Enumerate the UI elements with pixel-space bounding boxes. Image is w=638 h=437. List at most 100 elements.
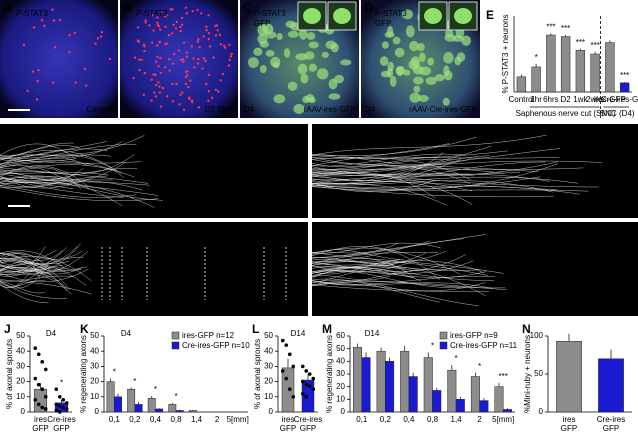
scale-mark: 2: [284, 235, 289, 244]
panel-text: rAAV-ires-GFP: [252, 205, 304, 214]
axon: [311, 154, 470, 165]
stat3-dot: [196, 40, 200, 43]
stat3-dot: [164, 66, 167, 69]
gfp-cell: [452, 35, 464, 42]
x-tick-label: 0,8: [170, 415, 182, 424]
axon: [311, 184, 580, 195]
y-tick-label: 30: [264, 362, 273, 371]
y-tick-label: 0: [539, 407, 544, 416]
data-point: [304, 395, 309, 399]
axon: [311, 183, 447, 206]
data-point: [311, 376, 316, 381]
axon: [311, 185, 554, 198]
axon: [0, 141, 107, 160]
bar: [605, 42, 615, 93]
x-tick-label: ires GFP: [280, 415, 296, 433]
stat3-dot: [196, 8, 199, 12]
stat3-dot: [182, 41, 186, 44]
axon: [311, 143, 450, 167]
axon: [311, 260, 488, 276]
axon: [0, 279, 92, 295]
stat3-dot: [58, 18, 62, 22]
gfp-cell: [413, 76, 424, 85]
stat3-dot: [223, 44, 226, 47]
axon: [311, 161, 558, 185]
y-tick-label: 20: [90, 377, 99, 386]
stat3-dot: [52, 19, 56, 22]
stat3-dot: [221, 72, 225, 76]
stat3-dot: [174, 27, 178, 30]
gfp-cell: [396, 66, 404, 77]
stat3-dot: [36, 79, 39, 83]
y-tick-label: 20: [264, 377, 273, 386]
stat3-dot: [178, 103, 181, 106]
data-point: [43, 407, 48, 411]
gfp-cell: [308, 63, 317, 72]
y-tick-label: 0: [95, 407, 100, 416]
y-tick-label: 50: [264, 331, 273, 340]
y-axis-label: % of axonal sprouts: [253, 339, 262, 409]
stat3-dot: [184, 82, 188, 86]
stat3-dot: [26, 89, 29, 92]
axon: [0, 250, 63, 261]
x-tick-label: 0,2: [129, 415, 141, 424]
stat3-dot: [190, 45, 194, 48]
panel-label: D: [364, 1, 373, 15]
panel-text: D14: [619, 127, 634, 136]
stat3-dot: [180, 16, 184, 20]
stat3-dot: [196, 62, 200, 65]
significance: ***: [546, 23, 555, 32]
axon: [0, 269, 67, 292]
stat3-dot: [94, 42, 97, 45]
stat3-dot: [68, 51, 71, 54]
bar: [479, 400, 489, 413]
axon: [0, 186, 158, 202]
gfp-cell: [300, 73, 309, 84]
stat3-dot: [167, 33, 171, 37]
bar: [134, 404, 143, 413]
stat3-dot: [152, 29, 155, 32]
axon: [0, 181, 155, 208]
stat3-dot: [171, 82, 174, 86]
data-point: [54, 408, 59, 413]
panel-label: J: [4, 322, 11, 336]
data-point: [36, 382, 41, 387]
inset-cell: [454, 8, 472, 24]
scale-mark: 1,4: [258, 235, 270, 244]
scale-mark: 0,8: [199, 235, 211, 244]
stat3-dot: [148, 24, 151, 27]
gfp-cell: [405, 25, 415, 38]
scale-mark: 0,1: [104, 235, 116, 244]
axon: [0, 250, 89, 274]
panel-text: rAAV-Cre-ires-GFP: [409, 105, 477, 114]
gfp-cell: [379, 56, 389, 66]
gfp-cell: [276, 32, 283, 40]
bar: [546, 34, 556, 93]
stat3-dot: [154, 60, 158, 63]
bar: [455, 399, 465, 413]
significance: *: [60, 378, 63, 387]
y-tick-label: 50: [336, 344, 345, 353]
axon: [311, 259, 400, 275]
stat3-dot: [144, 21, 147, 24]
bar: [619, 82, 630, 93]
stat3-dot: [207, 73, 211, 77]
axon: [0, 148, 108, 165]
stat3-dot: [152, 73, 155, 76]
significance: *: [535, 53, 538, 62]
y-tick-label: 30: [336, 369, 345, 378]
legend-label: Cre-ires-GFP n=11: [450, 341, 518, 350]
axon: [0, 135, 145, 157]
significance: *: [455, 354, 458, 363]
axon: [311, 270, 462, 288]
stat3-dot: [136, 26, 140, 29]
axon: [0, 170, 113, 181]
stat3-dot: [133, 56, 137, 59]
stat3-dot: [181, 57, 185, 61]
x-tick-label: 5[mm]: [227, 415, 249, 424]
gfp-cell: [305, 94, 315, 103]
stat3-dot: [165, 42, 169, 45]
stat3-dot: [219, 79, 222, 82]
data-point: [291, 395, 296, 399]
